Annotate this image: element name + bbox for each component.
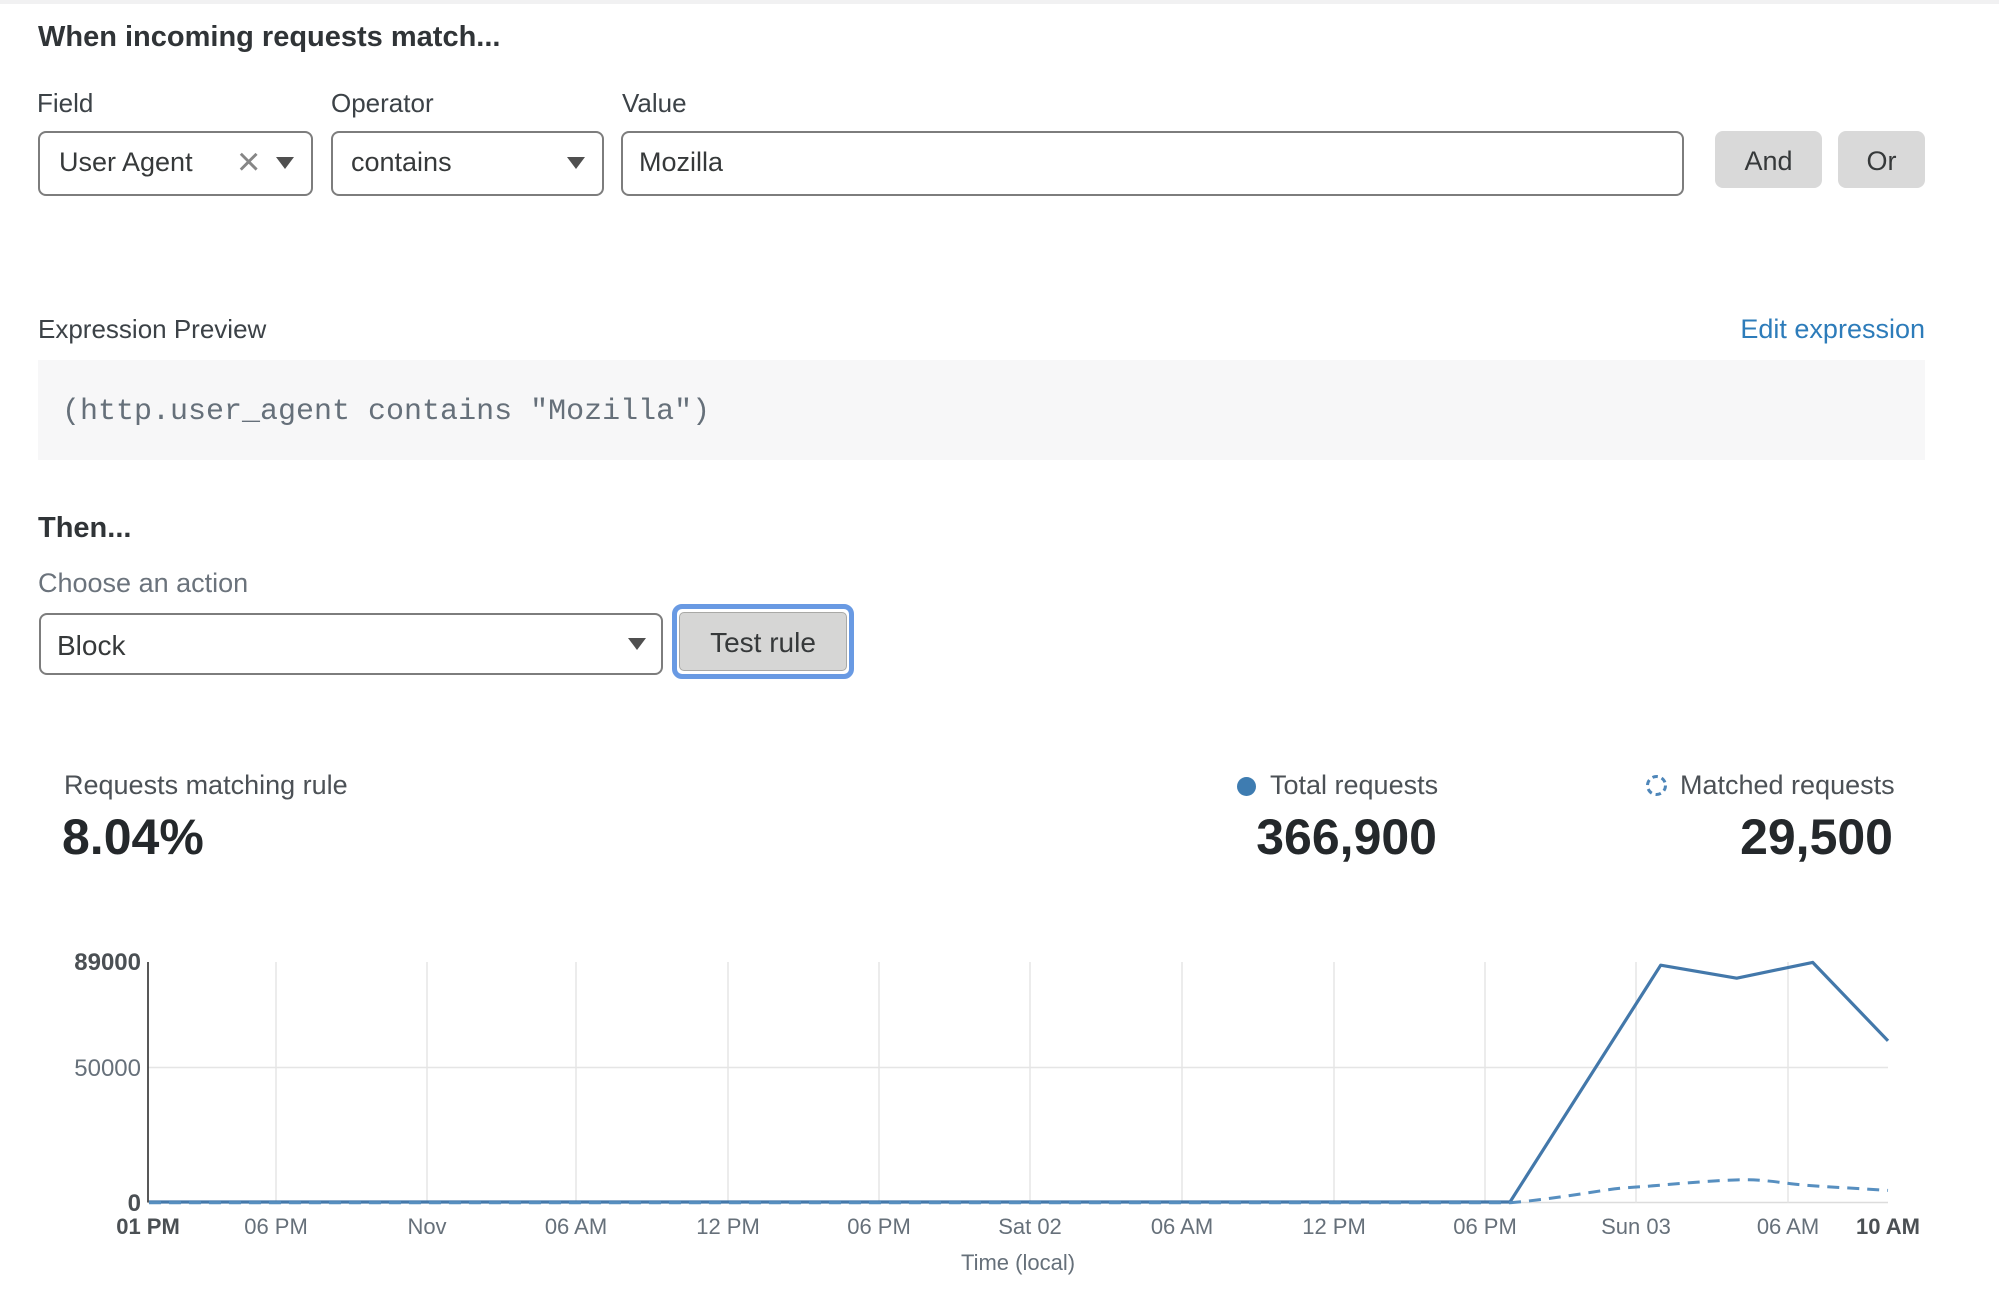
svg-text:10 AM: 10 AM [1856, 1214, 1920, 1239]
svg-text:Sun 03: Sun 03 [1601, 1214, 1671, 1239]
svg-text:06 AM: 06 AM [545, 1214, 607, 1239]
svg-text:Nov: Nov [407, 1214, 446, 1239]
svg-text:89000: 89000 [74, 949, 141, 976]
svg-text:06 AM: 06 AM [1151, 1214, 1213, 1239]
svg-text:06 PM: 06 PM [847, 1214, 911, 1239]
svg-text:06 AM: 06 AM [1757, 1214, 1819, 1239]
svg-text:06 PM: 06 PM [1453, 1214, 1517, 1239]
svg-text:Time (local): Time (local) [961, 1250, 1075, 1275]
svg-text:50000: 50000 [74, 1055, 141, 1082]
svg-text:06 PM: 06 PM [244, 1214, 308, 1239]
svg-text:12 PM: 12 PM [696, 1214, 760, 1239]
svg-text:12 PM: 12 PM [1302, 1214, 1366, 1239]
svg-text:Sat 02: Sat 02 [998, 1214, 1062, 1239]
svg-text:01 PM: 01 PM [116, 1214, 180, 1239]
svg-text:0: 0 [128, 1190, 141, 1217]
